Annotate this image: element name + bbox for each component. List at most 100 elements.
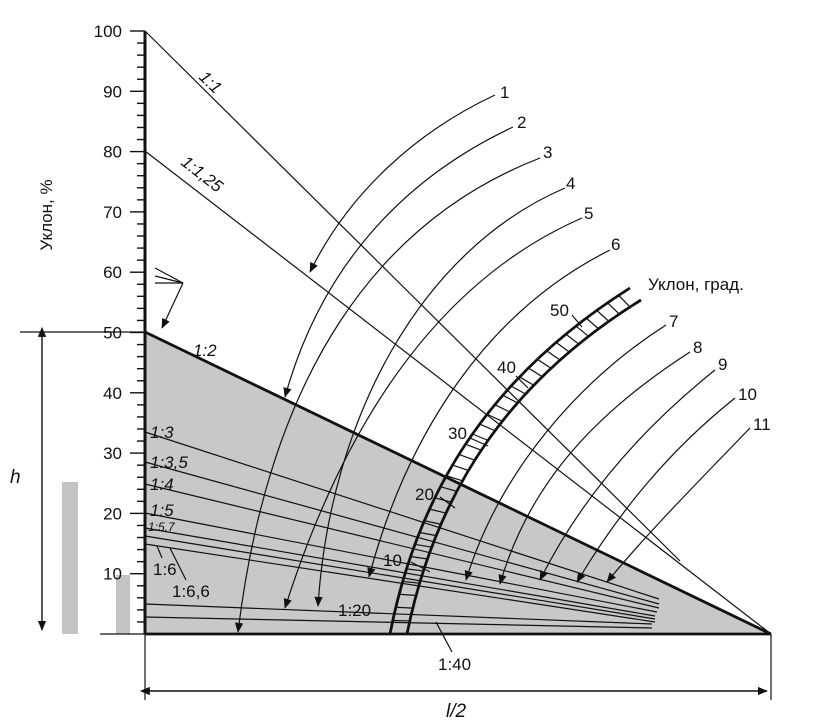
curve-number-9: 9 [718, 355, 727, 374]
half-span-dimension-label: l/2 [446, 701, 467, 722]
curve-number-5: 5 [584, 204, 593, 223]
curve-7 [464, 324, 667, 581]
scale-hatch [458, 453, 475, 461]
scale-hatch [596, 309, 610, 322]
curve-number-1: 1 [500, 83, 509, 102]
slope-line-1-5 [144, 512, 658, 613]
curve-number-8: 8 [693, 338, 702, 357]
slope-label-1-1: 1:1 [195, 67, 225, 97]
scale-hatch [575, 325, 589, 337]
scale-hatch [434, 497, 452, 503]
curve-number-4: 4 [566, 174, 575, 193]
slope-label-1-40: 1:40 [438, 655, 471, 674]
y-tick-label: 80 [103, 143, 122, 162]
slope-label-1-6-6: 1:6,6 [172, 582, 210, 601]
angle-scale [388, 286, 642, 635]
y-tick-label: 90 [103, 82, 122, 101]
curve-5 [283, 217, 583, 609]
scale-hatch [546, 350, 561, 361]
scale-hatch [618, 294, 631, 308]
scale-hatch [446, 475, 463, 482]
curve-3 [234, 157, 541, 633]
scale-hatch [472, 433, 489, 441]
curve-11 [606, 427, 751, 583]
slope-line-1-40 [144, 616, 653, 629]
scale-hatch [424, 520, 442, 525]
slope-line-1-5-7 [144, 527, 656, 617]
slope-line-1-2 [144, 330, 772, 636]
scale-hatch [494, 404, 511, 413]
scale-hatch [527, 367, 543, 378]
slope-label-1-6: 1:6 [153, 560, 177, 579]
slope-label-1-20: 1:20 [338, 601, 371, 620]
scale-hatch [452, 464, 469, 471]
curve-8 [498, 351, 691, 585]
y-tick-label: 60 [103, 263, 122, 282]
scale-hatch [486, 413, 503, 422]
scale-hatch [536, 358, 552, 369]
height-dimension-label: h [10, 467, 21, 488]
angle-tick-50: 50 [550, 301, 569, 320]
scale-hatch [502, 394, 518, 404]
slope-label-1-3-5: 1:3,5 [150, 453, 188, 472]
curve-4 [314, 187, 566, 607]
slope-line-1-4 [144, 483, 660, 609]
curve-2 [283, 126, 514, 398]
y-tick-label: 20 [103, 504, 122, 523]
slope-label-1-3: 1:3 [150, 423, 174, 442]
slope-line-1-6-6 [144, 543, 656, 623]
scale-hatch [395, 606, 413, 609]
y-tick-label: 50 [103, 324, 122, 343]
angle-scale-outer [405, 298, 642, 635]
scale-hatch [402, 580, 420, 584]
slope-label-1-2: 1:2 [193, 341, 217, 360]
slope-line-1-3 [144, 431, 660, 600]
scale-hatch [440, 486, 457, 492]
angle-scale-title: Уклон, град. [648, 275, 744, 294]
scale-hatch [510, 385, 526, 395]
y-tick-label: 70 [103, 203, 122, 222]
scale-hatch [519, 376, 535, 386]
slope-line-1-20 [144, 603, 653, 625]
curve-9 [539, 369, 716, 581]
slope-leaders [156, 545, 453, 653]
water-level-symbol [154, 267, 184, 329]
scale-hatch [410, 555, 428, 560]
curve-6 [367, 249, 611, 578]
y-tick-labels: 100 90 80 70 60 50 40 30 20 10 [94, 22, 122, 584]
curve-10 [576, 397, 736, 583]
slope-label-1-1-25: 1:1,25 [178, 152, 227, 196]
curve-number-7: 7 [669, 312, 678, 331]
scale-hatch [607, 302, 620, 315]
curve-number-2: 2 [517, 113, 526, 132]
scale-hatch [555, 341, 570, 353]
scale-hatch [419, 531, 437, 537]
tall-grey-bar [62, 482, 78, 634]
y-tick-label: 10 [103, 565, 122, 584]
curve-1 [309, 94, 496, 273]
angle-scale-hatching [392, 294, 631, 622]
y-tick-label: 40 [103, 384, 122, 403]
angle-leaders [410, 314, 583, 573]
slope-line-1-1-25 [144, 150, 772, 635]
scale-hatch [399, 593, 417, 597]
scale-hatch [465, 443, 482, 451]
slope-line-1-1 [144, 30, 681, 562]
y-tick-label: 30 [103, 444, 122, 463]
angle-tick-40: 40 [497, 358, 516, 377]
slope-label-1-4: 1:4 [150, 475, 174, 494]
slope-line-1-3-5 [144, 461, 660, 605]
slope-lines [144, 30, 772, 636]
slope-label-1-5-7: 1:5,7 [148, 520, 176, 534]
y-tick-label: 100 [94, 22, 122, 41]
curve-arrows [234, 94, 751, 633]
curve-number-11: 11 [753, 415, 771, 434]
scale-hatch [479, 423, 496, 432]
curve-number-10: 10 [738, 385, 757, 404]
angle-tick-10: 10 [383, 551, 402, 570]
curve-number-3: 3 [543, 143, 552, 162]
y-axis-label: Уклон, % [37, 179, 56, 250]
